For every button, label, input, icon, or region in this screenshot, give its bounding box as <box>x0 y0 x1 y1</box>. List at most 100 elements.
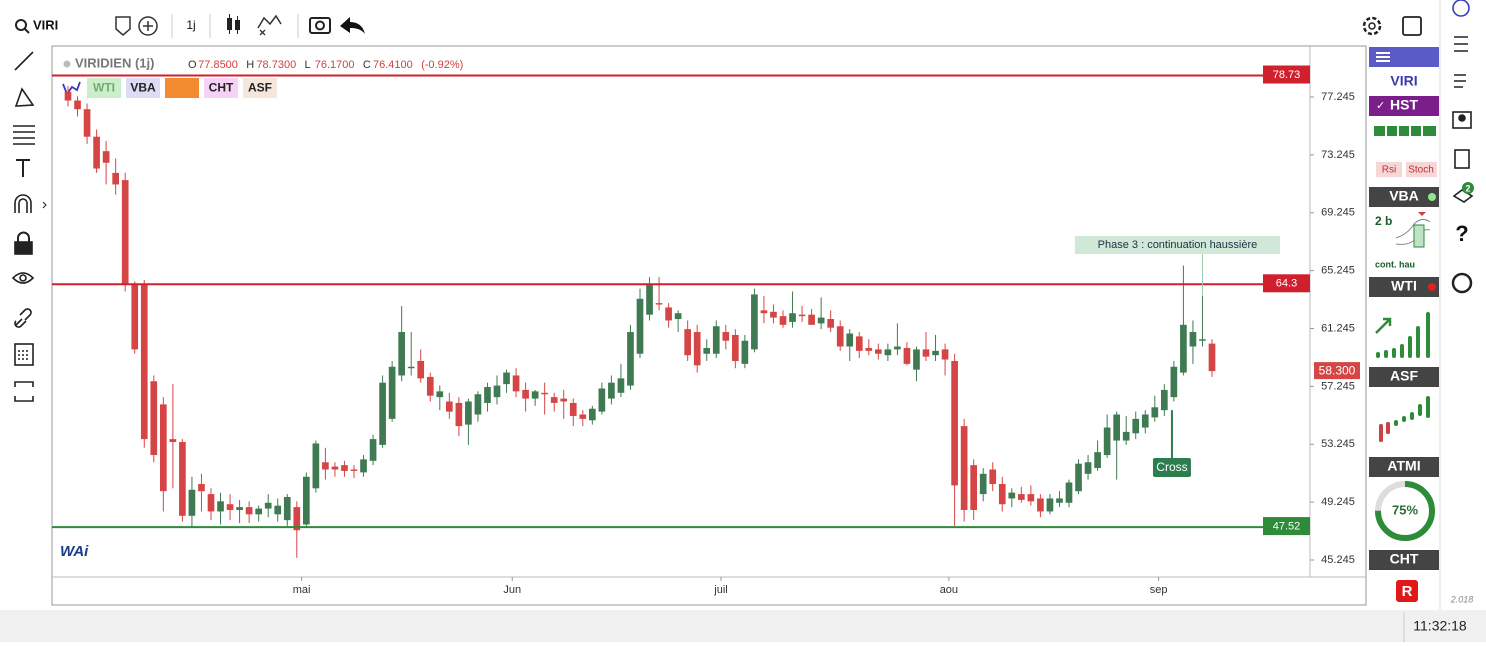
candle-body <box>770 311 777 318</box>
candle-body <box>808 314 815 325</box>
annotation-box <box>1152 458 1191 477</box>
y-tick-label: 49.245 <box>1321 496 1355 508</box>
chart-name: VIRIDIEN (1j) <box>75 55 154 70</box>
notes-icon[interactable] <box>1454 149 1470 169</box>
fibonacci-tool[interactable] <box>13 125 35 145</box>
snapshot-icon[interactable] <box>309 17 331 34</box>
chart-frame <box>51 45 1367 606</box>
level-tag <box>1263 65 1310 84</box>
interval-button[interactable]: 1j <box>186 18 195 32</box>
candle-body <box>789 313 796 322</box>
wti-bar[interactable] <box>1369 277 1439 297</box>
bookmark-icon[interactable] <box>115 16 131 36</box>
candle-body <box>322 462 329 470</box>
candle-body <box>979 473 987 495</box>
candle-body <box>836 326 844 347</box>
candle-body <box>465 401 472 425</box>
add-icon[interactable] <box>138 16 158 36</box>
candle-body <box>74 100 81 110</box>
text-tool[interactable] <box>16 159 30 177</box>
chip[interactable] <box>87 78 121 98</box>
candle-body <box>1065 482 1073 503</box>
range-tool[interactable] <box>14 381 34 402</box>
candle-body <box>722 332 730 341</box>
sort-icon[interactable] <box>1454 74 1466 88</box>
search-icon[interactable] <box>15 19 27 31</box>
candle-body <box>302 476 310 525</box>
wti-status <box>1428 283 1436 291</box>
chip-label: VBA <box>130 81 156 95</box>
candle-body <box>588 408 596 421</box>
candle-body <box>503 372 510 385</box>
ohlc-header: O 77.8500 H 78.7300 L 76.1700 C 76.4100 (-0.92%) <box>188 59 463 71</box>
magnet-tool[interactable] <box>14 194 32 213</box>
stack-icon[interactable] <box>1452 189 1474 203</box>
lock-tool[interactable] <box>14 241 33 255</box>
list-icon[interactable] <box>1454 36 1468 52</box>
candle-body <box>1141 414 1149 428</box>
candle-body <box>226 504 234 511</box>
candle-body <box>1017 494 1025 500</box>
badge-count: 2 <box>1465 183 1470 193</box>
indicator-icon-x <box>259 29 266 36</box>
side-icons: 2 ? 2.018 <box>1450 0 1474 604</box>
candle-body <box>159 404 167 492</box>
vba-bar[interactable] <box>1369 187 1439 207</box>
candle-body <box>426 376 434 396</box>
candle-body <box>360 459 367 473</box>
candle-body <box>207 494 215 512</box>
triangle-tool[interactable] <box>14 87 35 107</box>
chip[interactable] <box>243 78 277 98</box>
ohlc-letter: C <box>363 59 371 71</box>
refresh-icon[interactable] <box>1451 272 1473 294</box>
ohlc-letter: L <box>305 59 311 71</box>
undo-icon[interactable] <box>340 17 365 34</box>
last-price-tag <box>1314 362 1360 380</box>
candle-body <box>407 366 415 369</box>
expand-arrow[interactable] <box>42 201 47 209</box>
candle-body <box>560 398 568 402</box>
candle-body <box>932 350 939 356</box>
candle-body <box>865 347 873 351</box>
cht-badge-label: R <box>1402 583 1413 600</box>
indicator-panel: VIRI ✓ HST Rsi Stoch VBA 2 b cont. hau W… <box>1369 47 1439 602</box>
hst-label: HST <box>1390 97 1418 113</box>
help-icon[interactable]: ? <box>1455 221 1468 246</box>
chip[interactable] <box>126 78 160 98</box>
cht-badge[interactable] <box>1396 580 1418 602</box>
candle-body <box>341 465 348 471</box>
profile-icon[interactable] <box>1452 111 1472 129</box>
candle-body <box>484 387 491 403</box>
indicator-icon[interactable] <box>257 14 282 29</box>
trendline-tool[interactable] <box>14 51 34 71</box>
candle-body <box>998 483 1006 505</box>
hst-bar[interactable] <box>1369 96 1439 116</box>
atmi-value: 75% <box>1392 502 1418 517</box>
atmi-label: ATMI <box>1387 458 1420 474</box>
hst-meter-segments <box>1385 126 1423 136</box>
asf-bar[interactable] <box>1369 367 1439 387</box>
chip-label: CHT <box>209 81 234 95</box>
fullscreen-icon[interactable] <box>1402 16 1422 36</box>
candle-body <box>970 465 978 511</box>
chip[interactable] <box>204 78 238 98</box>
calculator-tool[interactable] <box>14 343 34 366</box>
wti-bars <box>1376 312 1430 358</box>
candle-body <box>1170 366 1178 398</box>
candle-body <box>1103 427 1111 456</box>
symbol-search[interactable]: VIRI <box>33 17 58 32</box>
candle-body <box>398 332 406 376</box>
link-tool[interactable] <box>14 308 32 328</box>
atmi-bar[interactable] <box>1369 457 1439 477</box>
settings-icon[interactable] <box>1362 16 1382 36</box>
candle-body <box>579 414 587 419</box>
level-tag <box>1263 274 1310 293</box>
eye-tool[interactable] <box>11 272 35 284</box>
candle-body <box>741 340 749 364</box>
chip[interactable] <box>165 78 199 98</box>
ai-search-icon[interactable] <box>1452 0 1470 17</box>
cht-bar[interactable] <box>1369 550 1439 570</box>
chip-label: WTI <box>93 81 115 95</box>
stoch-chip[interactable] <box>1406 162 1437 177</box>
rsi-chip[interactable] <box>1376 162 1402 177</box>
